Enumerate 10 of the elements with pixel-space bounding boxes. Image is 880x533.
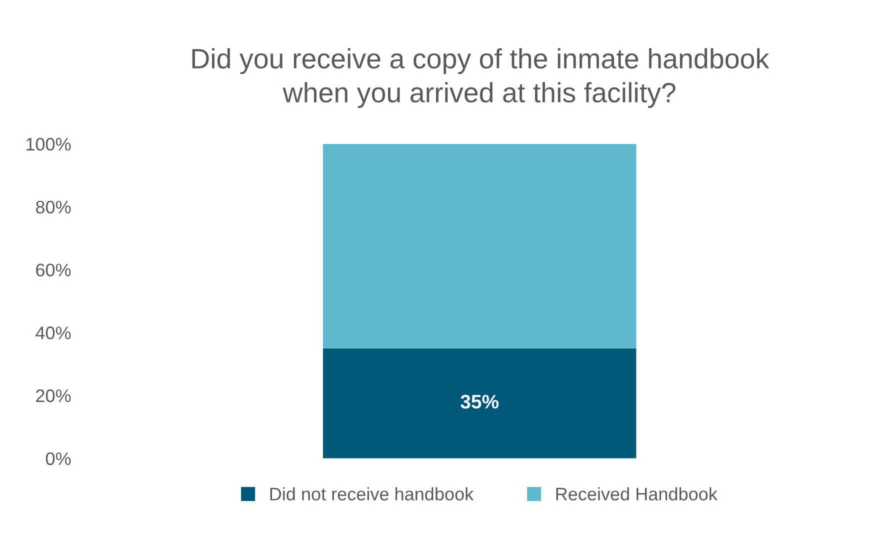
y-tick-label: 40% [36,326,71,340]
data-label: 35% [460,394,499,409]
chart-title: Did you receive a copy of the inmate handbook when you arrived at this facility? [192,48,770,108]
y-tick-label: 60% [36,264,71,276]
y-tick-label: 20% [36,389,71,402]
y-tick-label: 80% [36,200,71,214]
y-tick-label: 0% [46,452,71,466]
y-tick-label: 100% [26,138,71,151]
legend-label: Did not receive handbook [270,487,474,500]
legend-label: Received Handbook [556,487,718,500]
